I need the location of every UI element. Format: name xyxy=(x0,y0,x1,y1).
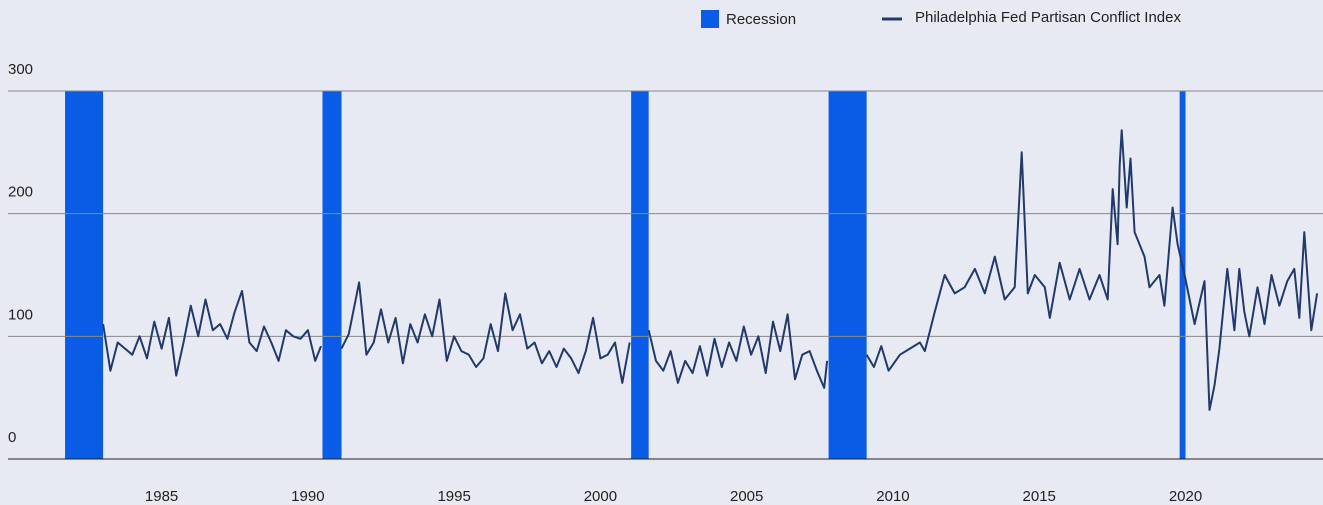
x-tick-label: 1990 xyxy=(291,488,324,505)
x-tick-label: 2015 xyxy=(1023,488,1056,505)
legend-label: Philadelphia Fed Partisan Conflict Index xyxy=(915,9,1181,26)
y-tick-label: 300 xyxy=(8,61,33,78)
x-tick-label: 2000 xyxy=(584,488,617,505)
y-tick-label: 0 xyxy=(8,429,16,446)
recession-band xyxy=(828,91,867,459)
legend-label: Recession xyxy=(726,11,796,28)
x-tick-label: 1985 xyxy=(145,488,178,505)
x-tick-label: 2005 xyxy=(730,488,763,505)
recession-band xyxy=(1179,91,1186,459)
y-tick-label: 200 xyxy=(8,184,33,201)
y-tick-label: 100 xyxy=(8,306,33,323)
x-tick-label: 2010 xyxy=(876,488,909,505)
recession-band xyxy=(322,91,342,459)
series-line xyxy=(102,129,1319,411)
x-tick-label: 1995 xyxy=(437,488,470,505)
x-tick-label: 2020 xyxy=(1169,488,1202,505)
recession-band xyxy=(631,91,649,459)
legend-swatch xyxy=(701,10,719,28)
recession-band xyxy=(65,91,104,459)
